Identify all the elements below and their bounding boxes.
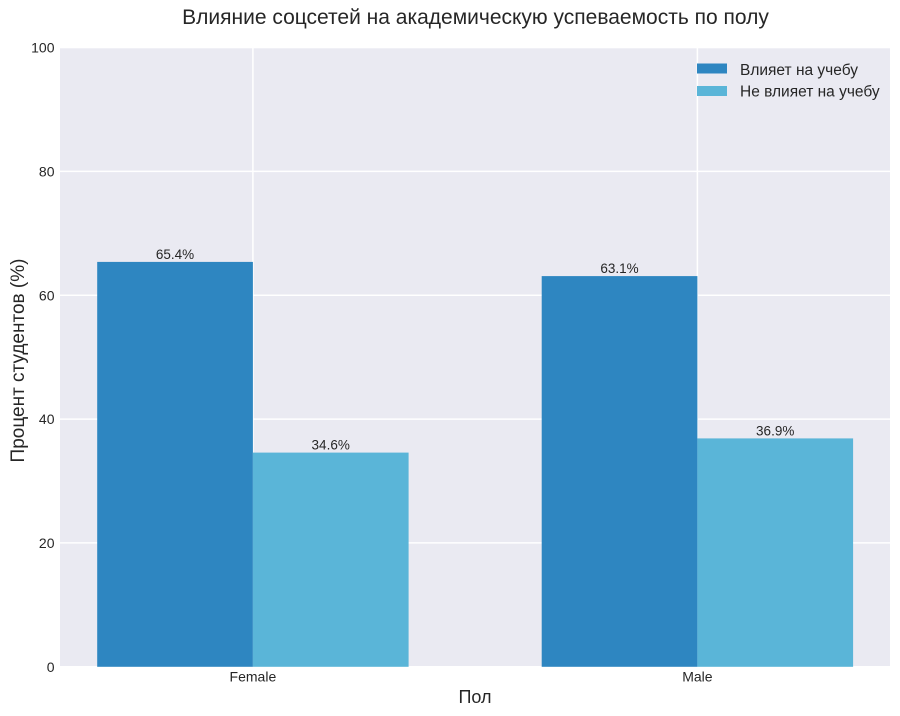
svg-text:20: 20 — [39, 535, 55, 551]
svg-text:100: 100 — [31, 40, 55, 56]
svg-text:Не влияет на учебу: Не влияет на учебу — [740, 83, 880, 100]
svg-text:36.9%: 36.9% — [756, 423, 794, 438]
svg-text:63.1%: 63.1% — [600, 261, 638, 276]
svg-text:60: 60 — [39, 287, 55, 303]
svg-text:Влияние соцсетей на академичес: Влияние соцсетей на академическую успева… — [182, 6, 769, 29]
svg-text:0: 0 — [47, 659, 55, 675]
svg-text:80: 80 — [39, 163, 55, 179]
svg-text:40: 40 — [39, 411, 55, 427]
svg-text:65.4%: 65.4% — [156, 247, 194, 262]
svg-text:Male: Male — [682, 669, 713, 685]
svg-text:34.6%: 34.6% — [312, 438, 350, 453]
svg-text:Влияет на учебу: Влияет на учебу — [740, 62, 858, 79]
svg-text:Female: Female — [230, 669, 277, 685]
svg-text:Процент студентов (%): Процент студентов (%) — [8, 259, 29, 463]
svg-text:Пол: Пол — [458, 687, 491, 707]
